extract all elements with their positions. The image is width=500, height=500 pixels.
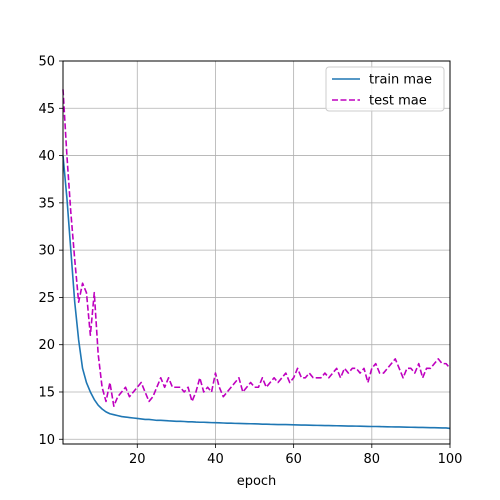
- legend-label-test-mae: test mae: [369, 94, 427, 109]
- plot-series: [62, 89, 451, 430]
- y-tick-label: 50: [38, 55, 55, 70]
- plot-frame: [62, 60, 451, 445]
- y-tick-label: 40: [38, 149, 55, 164]
- series-line-train-mae: [62, 155, 451, 430]
- y-axis-ticks: 10 15 20 25 30 35 40 45 50: [38, 55, 63, 448]
- y-tick-label: 10: [38, 433, 55, 448]
- x-axis-ticks: 20 40 60 80 100: [129, 444, 462, 467]
- y-tick-label: 25: [38, 291, 55, 306]
- x-tick-label: 100: [438, 452, 463, 467]
- legend: train mae test mae: [325, 66, 445, 112]
- y-tick-label: 30: [38, 244, 55, 259]
- x-axis-label: epoch: [237, 474, 277, 489]
- legend-box: [325, 66, 445, 112]
- x-tick-label: 60: [285, 452, 302, 467]
- y-tick-label: 20: [38, 338, 55, 353]
- x-tick-label: 40: [207, 452, 224, 467]
- y-tick-label: 45: [38, 102, 55, 117]
- y-tick-label: 35: [38, 196, 55, 211]
- x-tick-label: 20: [129, 452, 146, 467]
- x-tick-label: 80: [364, 452, 381, 467]
- legend-label-train-mae: train mae: [369, 73, 432, 88]
- series-line-test-mae: [62, 89, 451, 407]
- y-tick-label: 15: [38, 385, 55, 400]
